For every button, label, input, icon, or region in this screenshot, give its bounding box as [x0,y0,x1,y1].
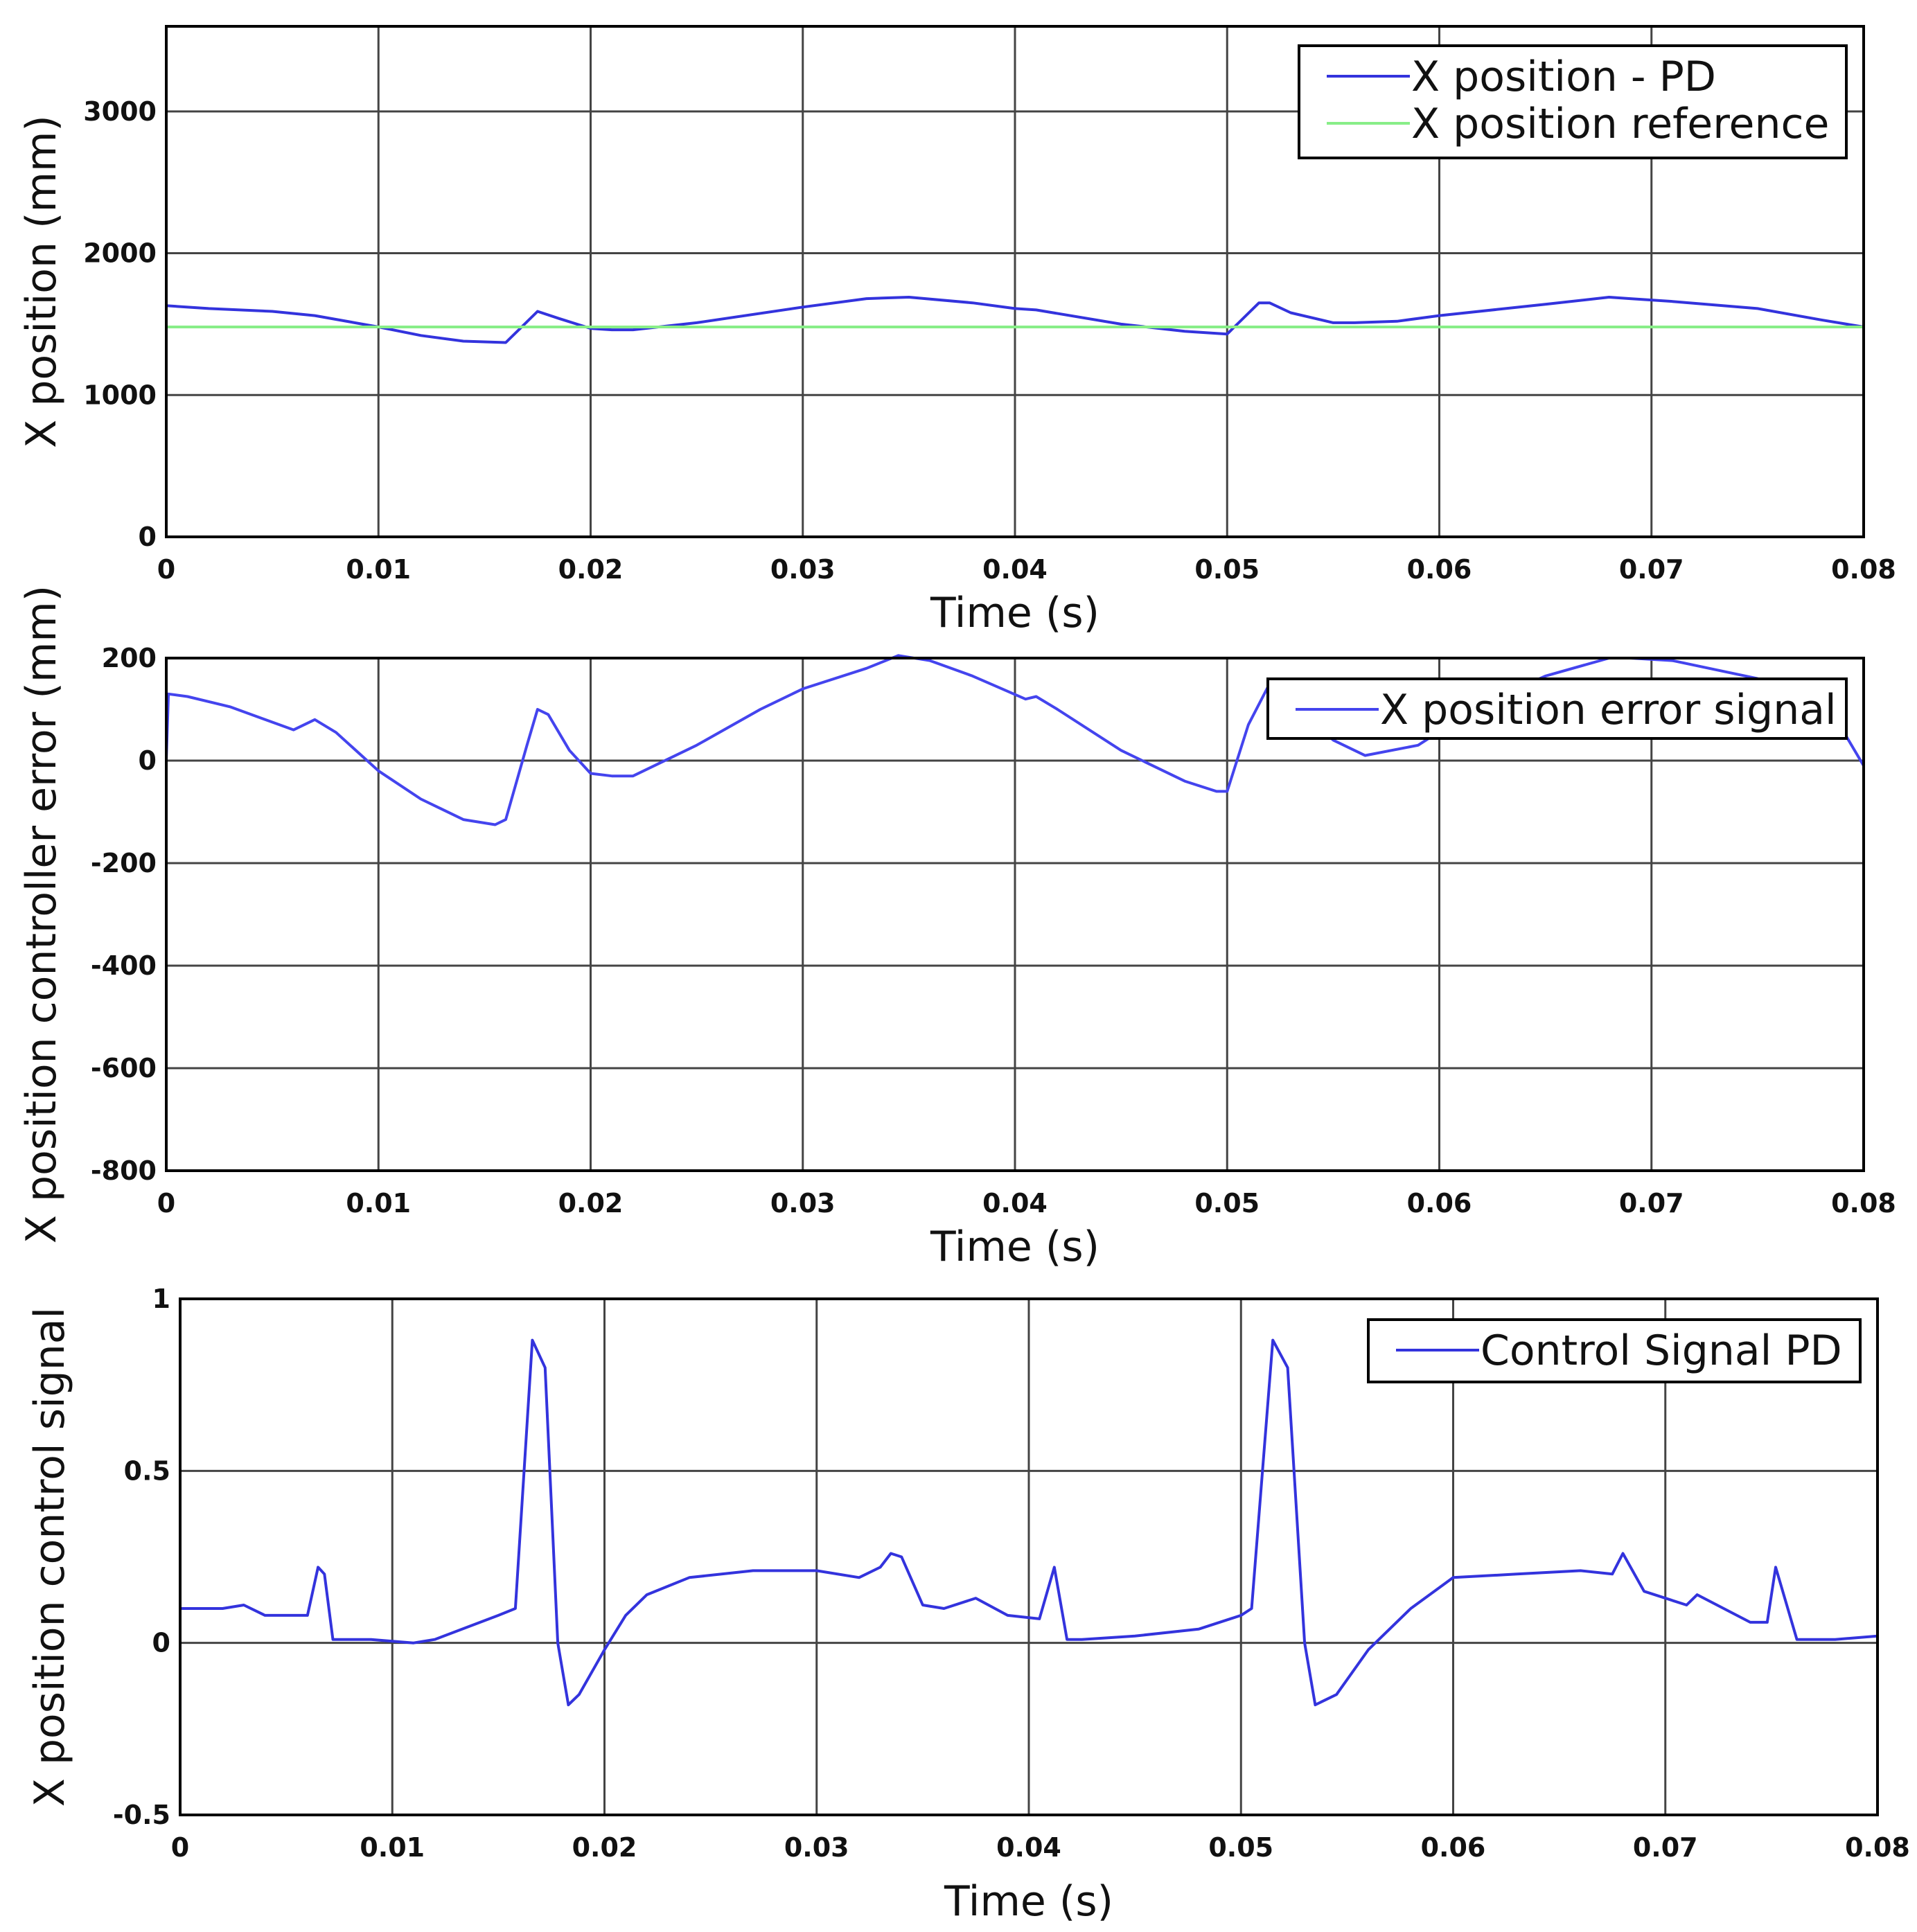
y-tick-label: -800 [91,1155,157,1186]
plot-frame [179,1297,1879,1816]
y-tick-label: -600 [91,1053,157,1083]
plot-frame [165,657,1865,1172]
series-line-0 [166,296,1864,344]
x-tick-label: 0.03 [770,554,836,585]
y-axis-label: X position controller error (mm) [17,585,66,1243]
y-tick-label: 1000 [83,380,157,410]
y-tick-labels: 200 0 -200 -400 -600 -800 [91,643,157,1186]
x-tick-label: 0 [157,554,175,585]
x-axis-label: Time (s) [944,1877,1113,1926]
x-tick-label: 0.01 [360,1832,425,1863]
plot-frame [165,25,1865,538]
panel-control: 0 0.01 0.02 0.03 0.04 0.05 0.06 0.07 0.08 10.50-… [26,1284,1910,1926]
series-lines [180,1338,1878,1707]
x-tick-labels: 0 0.01 0.02 0.03 0.04 0.05 0.06 0.07 0.08 [157,1188,1896,1218]
x-tick-label: 0.08 [1831,554,1896,585]
y-axis-label: X position (mm) [17,115,66,448]
y-tick-label: 0 [152,1628,170,1658]
legend-box [1298,44,1848,159]
x-tick-labels: 0 0.01 0.02 0.03 0.04 0.05 0.06 0.07 0.08 [157,554,1896,585]
x-tick-label: 0.04 [982,554,1048,585]
x-tick-label: 0.03 [784,1832,849,1863]
x-tick-label: 0.05 [1194,1188,1260,1218]
x-tick-label: 0.04 [996,1832,1061,1863]
x-tick-label: 0.01 [346,1188,411,1218]
series-line-0 [180,1338,1878,1707]
y-tick-label: -400 [91,950,157,981]
panel-error: 0 0.01 0.02 0.03 0.04 0.05 0.06 0.07 0.08 200 0 -2… [17,585,1896,1271]
x-tick-label: 0.01 [346,554,411,585]
y-tick-labels: 1 0.5 0 -0.5 [113,1284,170,1830]
y-tick-label: 200 [102,643,157,673]
series-lines [166,296,1864,344]
y-axis-label: X position control signal [26,1307,74,1807]
y-tick-label: -200 [91,848,157,878]
x-axis-label: Time (s) [930,1223,1099,1271]
legend: Control Signal PD [1367,1318,1862,1383]
x-tick-label: 0.03 [770,1188,836,1218]
x-tick-label: 0.07 [1633,1832,1698,1863]
x-tick-label: 0.02 [572,1832,637,1863]
y-tick-label: 0 [139,522,157,552]
x-tick-label: 0.05 [1208,1832,1273,1863]
y-tick-label: 1 [152,1284,170,1314]
x-tick-label: 0.08 [1831,1188,1896,1218]
x-tick-label: 0 [171,1832,189,1863]
y-tick-labels: 0 1000 2000 3000 [83,96,157,552]
x-tick-label: 0.07 [1619,554,1684,585]
y-tick-label: 3000 [83,96,157,127]
legend-label-control-signal: Control Signal PD [1481,1327,1842,1375]
legend: X position error signal [1266,677,1848,740]
x-tick-label: 0.04 [982,1188,1048,1218]
x-tick-label: 0.02 [558,1188,624,1218]
legend-label-error-signal: X position error signal [1380,686,1837,734]
x-tick-labels: 0 0.01 0.02 0.03 0.04 0.05 0.06 0.07 0.08 [171,1832,1910,1863]
x-tick-label: 0.07 [1619,1188,1684,1218]
x-tick-label: 0.06 [1421,1832,1486,1863]
x-tick-label: 0 [157,1188,175,1218]
legend-label-position-reference: X position reference [1411,100,1829,148]
x-tick-label: 0.05 [1194,554,1260,585]
y-tick-label: 0.5 [124,1455,170,1486]
legend: X position - PD X position reference [1298,44,1848,159]
y-tick-label: -0.5 [113,1800,170,1830]
y-tick-label: 2000 [83,238,157,269]
x-tick-label: 0.06 [1407,554,1472,585]
x-axis-label: Time (s) [930,589,1099,637]
panel-position: 0 0.01 0.02 0.03 0.04 0.05 0.06 0.07 0.08 0 1000 2… [17,25,1896,637]
x-tick-label: 0.08 [1845,1832,1910,1863]
legend-label-position-pd: X position - PD [1411,53,1716,101]
x-tick-label: 0.06 [1407,1188,1472,1218]
x-tick-label: 0.02 [558,554,624,585]
y-tick-label: 0 [139,745,157,776]
